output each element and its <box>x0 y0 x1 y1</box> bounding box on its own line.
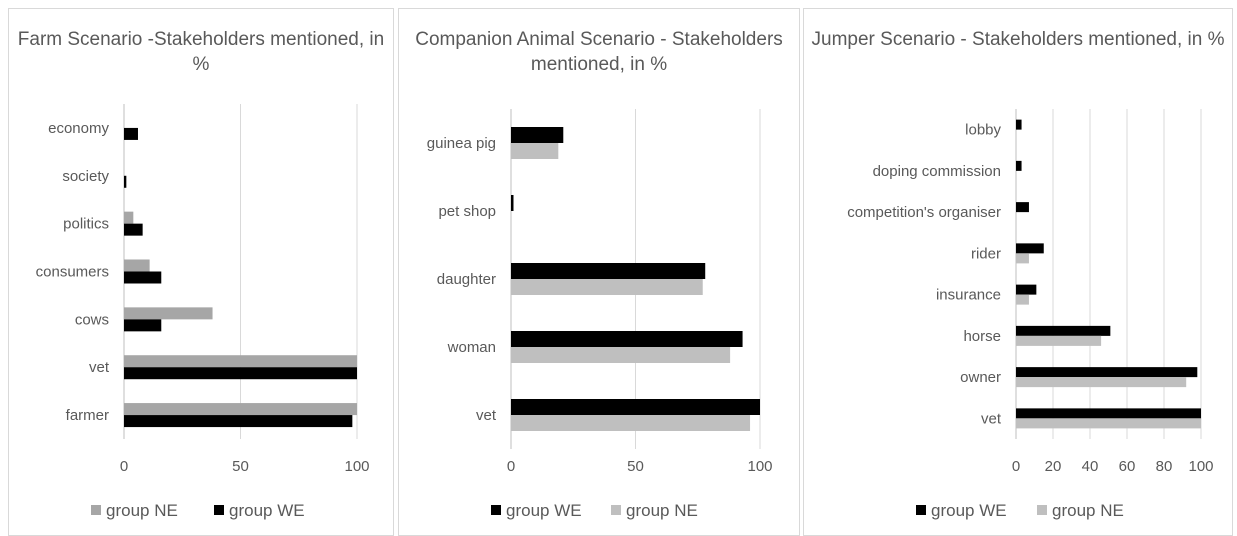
bar <box>1016 160 1022 171</box>
category-label: insurance <box>936 287 1001 304</box>
x-tick-label: 50 <box>627 458 644 475</box>
category-label: society <box>62 168 109 185</box>
chart-title: Jumper Scenario - Stakeholders mentioned… <box>811 29 1225 50</box>
bar <box>124 223 143 236</box>
chart-title: Companion Animal Scenario - Stakeholders… <box>415 29 783 75</box>
x-tick-label: 0 <box>507 458 515 475</box>
legend-label: group WE <box>229 501 305 520</box>
bar <box>124 127 138 140</box>
legend-label: group NE <box>1052 501 1124 520</box>
bar <box>124 259 150 272</box>
category-label: rider <box>971 245 1001 262</box>
category-label: competition's organiser <box>847 204 1001 221</box>
category-label: guinea pig <box>427 135 496 152</box>
chart-panel-farm: Farm Scenario -Stakeholders mentioned, i… <box>8 8 394 536</box>
chart-panel-companion: Companion Animal Scenario - Stakeholders… <box>398 8 800 536</box>
x-tick-label: 40 <box>1082 458 1099 475</box>
category-label: farmer <box>66 407 109 424</box>
category-label: pet shop <box>438 203 496 220</box>
legend-label: group NE <box>626 501 698 520</box>
bar <box>511 415 751 431</box>
bar <box>1016 325 1111 336</box>
category-label: vet <box>89 359 110 376</box>
category-label: politics <box>63 216 109 233</box>
x-tick-label: 100 <box>747 458 772 475</box>
x-tick-label: 60 <box>1119 458 1136 475</box>
bar <box>1016 284 1037 295</box>
x-tick-label: 80 <box>1156 458 1173 475</box>
x-tick-label: 100 <box>344 458 369 475</box>
bar <box>124 415 353 428</box>
bar-chart-companion: 0 50 100 guinea pig pet shop daughter woman vet… <box>427 109 773 520</box>
bar <box>1016 119 1022 130</box>
bar <box>124 271 162 284</box>
category-label: vet <box>476 407 497 424</box>
bar <box>124 355 357 368</box>
category-label: lobby <box>965 122 1001 139</box>
bar <box>1016 367 1198 378</box>
bar-chart-farm: 0 50 100 economy society politics consumers cow… <box>36 104 370 520</box>
x-tick-label: 20 <box>1045 458 1062 475</box>
legend-swatch <box>1037 505 1047 515</box>
bar <box>511 399 760 415</box>
bar <box>124 367 357 380</box>
bar <box>1016 294 1029 305</box>
bar <box>511 331 743 347</box>
legend-swatch <box>916 505 926 515</box>
category-label: vet <box>981 410 1002 427</box>
bar <box>511 195 514 211</box>
legend-swatch <box>491 505 501 515</box>
x-tick-label: 0 <box>1012 458 1020 475</box>
category-label: cows <box>75 311 109 328</box>
bar <box>124 307 213 320</box>
legend-label: group WE <box>931 501 1007 520</box>
legend-swatch <box>91 505 101 515</box>
bar <box>1016 202 1029 213</box>
bar <box>1016 253 1029 264</box>
bar <box>1016 335 1102 346</box>
category-label: daughter <box>437 271 496 288</box>
bar-chart-jumper: 0 20 40 60 80 100 lobby doping commission compet… <box>847 109 1214 520</box>
chart-title: Farm Scenario -Stakeholders mentioned, i… <box>17 29 385 75</box>
bar <box>1016 243 1044 254</box>
legend-label: group NE <box>106 501 178 520</box>
chart-panel-jumper: Jumper Scenario - Stakeholders mentioned… <box>803 8 1233 536</box>
x-tick-label: 100 <box>1188 458 1213 475</box>
bar <box>511 263 706 279</box>
category-label: economy <box>48 120 109 137</box>
category-label: horse <box>963 328 1001 345</box>
bar <box>511 279 703 295</box>
legend-swatch <box>611 505 621 515</box>
bar <box>511 347 731 363</box>
bar <box>124 211 134 224</box>
bar <box>1016 418 1201 429</box>
bar <box>124 403 357 416</box>
legend-swatch <box>214 505 224 515</box>
category-label: woman <box>447 339 496 356</box>
category-label: doping commission <box>873 163 1001 180</box>
bar <box>511 143 559 159</box>
x-tick-label: 50 <box>232 458 249 475</box>
category-label: consumers <box>36 264 109 281</box>
category-label: owner <box>960 369 1001 386</box>
x-tick-label: 0 <box>120 458 128 475</box>
bar <box>1016 408 1201 419</box>
bar <box>511 127 564 143</box>
legend-label: group WE <box>506 501 582 520</box>
bar <box>124 319 162 332</box>
bar <box>1016 377 1187 388</box>
bar <box>124 175 127 188</box>
